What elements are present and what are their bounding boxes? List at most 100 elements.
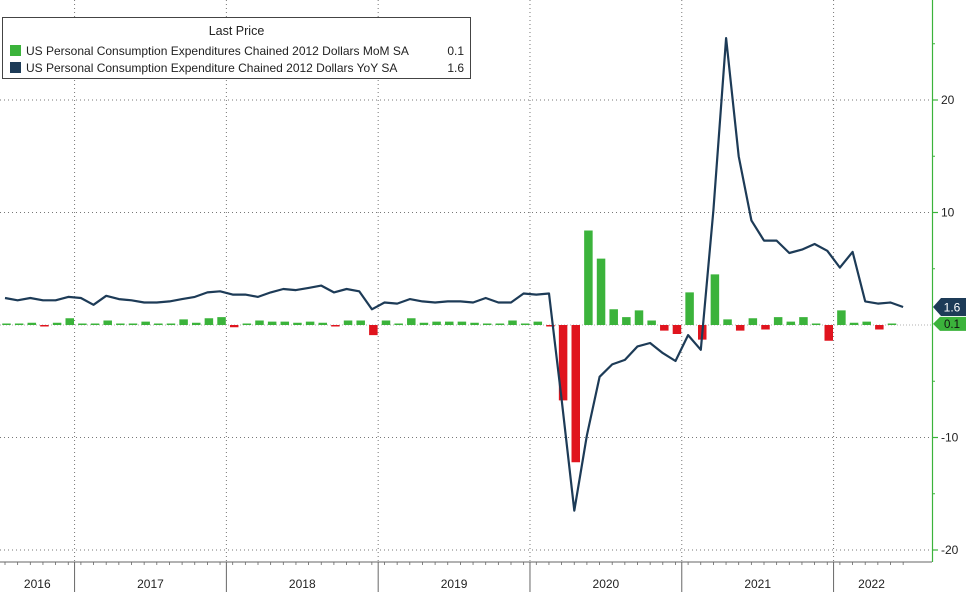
mom-bar [192,322,201,325]
y-tick-label: 20 [941,93,955,107]
mom-bar [660,325,669,331]
mom-bar [862,321,871,325]
mom-bar [837,310,846,325]
mom-bar [394,323,403,325]
legend-item-mom: US Personal Consumption Expenditures Cha… [10,43,464,58]
mom-bar [445,321,454,325]
mom-bar [280,321,290,325]
mom-bar [508,320,517,325]
mom-bar [40,325,49,327]
mom-bar [647,320,656,325]
legend-swatch-mom [10,45,21,56]
legend-label-yoy: US Personal Consumption Expenditure Chai… [26,60,398,75]
mom-bars [2,230,897,463]
legend-title: Last Price [208,24,265,38]
mom-bar [141,321,150,325]
x-year-label: 2021 [744,577,771,591]
mom-bar [609,309,618,325]
mom-bar [495,323,505,325]
mom-bar [103,320,112,325]
mom-bar [204,318,214,325]
mom-bar [343,320,353,325]
mom-bar [533,321,543,325]
mom-bar [90,323,100,325]
mom-bar [470,322,479,325]
mom-bar [293,322,302,325]
mom-bar [672,325,682,334]
y-tick-label: -20 [941,543,959,557]
mom-bar [267,321,277,325]
mom-bar [634,310,644,325]
mom-bar [748,318,758,325]
mom-bar [116,323,125,325]
mom-bar [735,325,745,331]
mom-bar [622,317,631,325]
mom-bar [482,323,492,325]
x-year-label: 2022 [858,577,885,591]
gridlines [0,0,932,562]
mom-bar [318,322,327,325]
y-tick-label: 10 [941,206,955,220]
mom-bar [166,323,176,325]
mom-bar [546,325,555,327]
legend: Last Price US Personal Consumption Expen… [2,17,471,79]
legend-label-mom: US Personal Consumption Expenditures Cha… [26,43,409,58]
mom-bar [179,319,188,325]
x-year-label: 2020 [593,577,620,591]
x-year-label: 2018 [289,577,316,591]
mom-bar [14,323,24,325]
mom-bar [723,319,732,325]
mom-bar [128,323,138,325]
mom-bar [786,321,796,325]
legend-item-yoy: US Personal Consumption Expenditure Chai… [10,60,464,75]
yoy-line [4,36,904,512]
mom-bar [217,317,226,325]
mom-bar [849,322,859,325]
yoy-line-group [4,36,904,512]
mom-bar [407,318,416,325]
mom-bar [255,320,264,325]
y-axis: 20 10 -10 -20 [931,0,959,562]
mom-bar [596,258,606,325]
x-year-label: 2019 [441,577,468,591]
x-year-label: 2017 [137,577,164,591]
yoy-last-badge [933,298,966,316]
mom-bar [761,325,770,330]
mom-bar [229,325,239,328]
y-tick-label: -10 [941,431,959,445]
mom-bar [887,323,897,325]
mom-bar [571,325,580,463]
mom-bar [811,323,821,325]
mom-bar [369,325,378,336]
mom-bar [305,321,315,325]
x-axis: 2016 2017 2018 2019 2020 2021 2022 [0,561,932,592]
mom-last-badge [933,316,966,331]
mom-bar [2,323,11,325]
x-year-label: 2016 [24,577,51,591]
mom-bar [78,323,87,325]
mom-bar [331,325,340,327]
mom-last-badge-label: 0.1 [944,319,960,331]
mom-bar [558,325,568,401]
mom-bar [457,321,467,325]
legend-value-mom: 0.1 [447,43,464,58]
last-value-badges: 1.60.1 [933,298,966,331]
legend-value-yoy: 1.6 [447,60,464,75]
mom-bar [824,325,833,341]
yoy-last-badge-label: 1.6 [944,301,961,315]
mom-bar [65,318,74,325]
mom-bar [154,323,163,325]
mom-bar [520,323,530,325]
mom-bar [799,317,808,325]
mom-bar [52,322,62,325]
mom-bar [875,325,884,330]
mom-bar [685,292,694,325]
mom-bar [584,230,593,325]
legend-swatch-yoy [10,62,21,73]
mom-bar [356,320,365,325]
mom-bar [381,320,391,325]
mom-bar [773,317,783,325]
mom-bar [419,322,429,325]
mom-bar [432,321,441,325]
